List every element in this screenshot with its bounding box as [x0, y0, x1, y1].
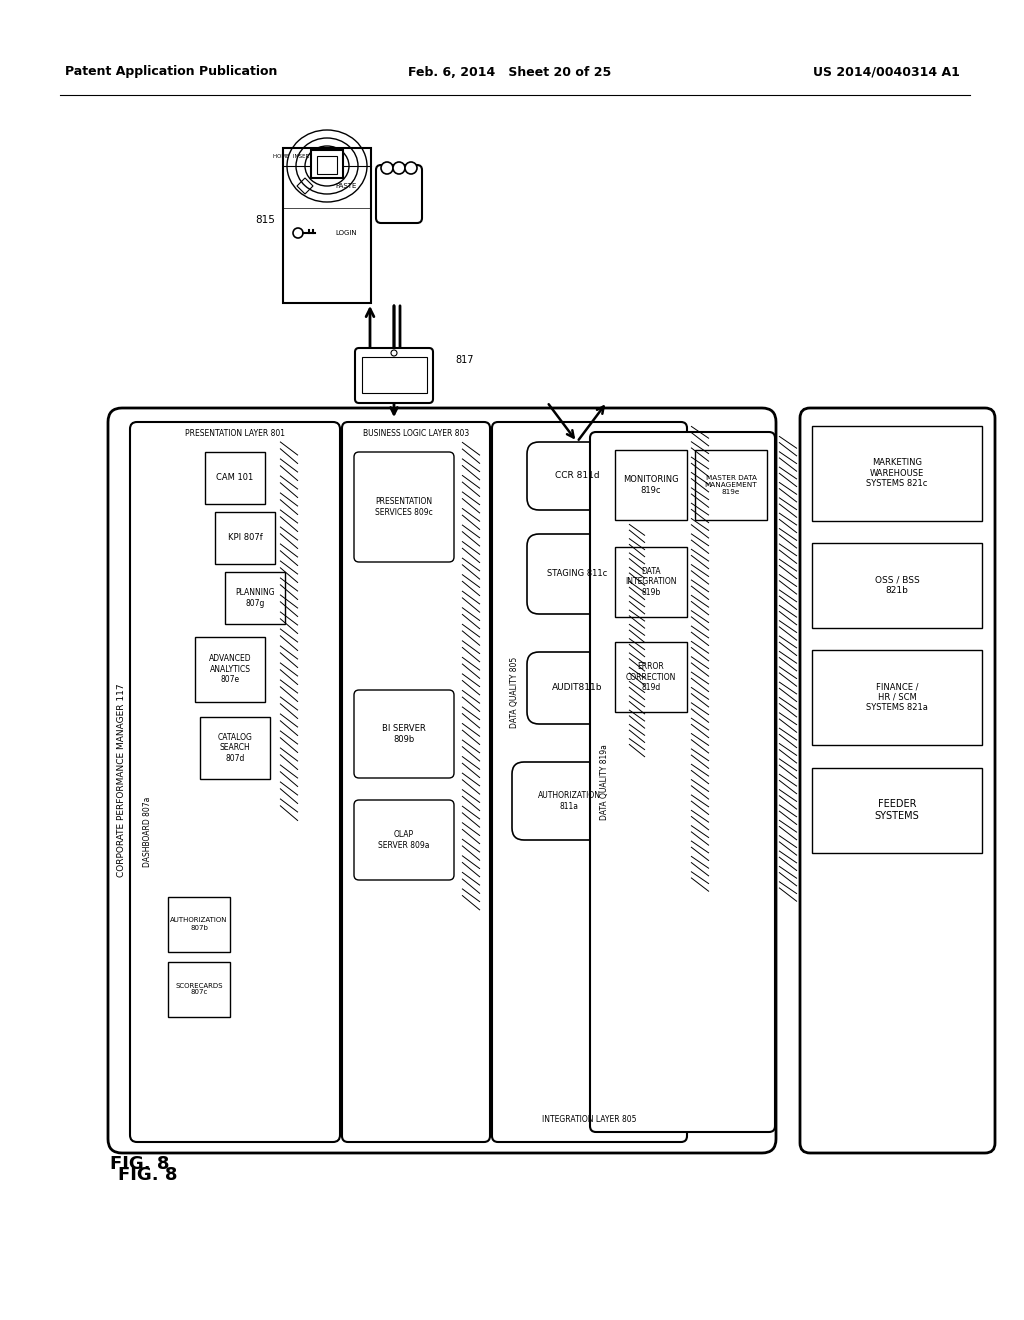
- Text: DATA
INTEGRATION
819b: DATA INTEGRATION 819b: [626, 568, 677, 597]
- Bar: [695, 450, 767, 520]
- Text: CATALOG
SEARCH
807d: CATALOG SEARCH 807d: [217, 733, 253, 763]
- Text: ADVANCED
ANALYTICS
807e: ADVANCED ANALYTICS 807e: [209, 655, 251, 684]
- Text: INTEGRATION LAYER 805: INTEGRATION LAYER 805: [542, 1115, 636, 1125]
- Text: Feb. 6, 2014   Sheet 20 of 25: Feb. 6, 2014 Sheet 20 of 25: [409, 66, 611, 78]
- Circle shape: [391, 350, 397, 356]
- Text: ERROR
CORRECTION
819d: ERROR CORRECTION 819d: [626, 663, 676, 692]
- Bar: [812, 426, 982, 521]
- Text: OSS / BSS
821b: OSS / BSS 821b: [874, 576, 920, 595]
- Text: KPI 807f: KPI 807f: [227, 533, 262, 543]
- Text: CCR 811d: CCR 811d: [555, 471, 599, 480]
- Circle shape: [293, 228, 303, 238]
- FancyBboxPatch shape: [590, 432, 775, 1133]
- Bar: [812, 649, 982, 744]
- Text: CORPORATE PERFORMANCE MANAGER 117: CORPORATE PERFORMANCE MANAGER 117: [117, 684, 126, 876]
- Bar: [362, 356, 427, 393]
- Text: HOME  INSERT  DESIGN: HOME INSERT DESIGN: [273, 154, 337, 160]
- Text: DATA QUALITY 819a: DATA QUALITY 819a: [599, 744, 608, 820]
- Circle shape: [381, 162, 393, 174]
- Text: MASTER DATA
MANAGEMENT
819e: MASTER DATA MANAGEMENT 819e: [705, 475, 758, 495]
- FancyBboxPatch shape: [354, 690, 454, 777]
- Text: FIG. 8: FIG. 8: [110, 1155, 170, 1173]
- Bar: [200, 717, 270, 779]
- FancyBboxPatch shape: [354, 800, 454, 880]
- Text: MONITORING
819c: MONITORING 819c: [624, 475, 679, 495]
- FancyBboxPatch shape: [800, 408, 995, 1152]
- Text: OLAP
SERVER 809a: OLAP SERVER 809a: [378, 830, 430, 850]
- Bar: [215, 512, 275, 564]
- Text: DASHBOARD 807a: DASHBOARD 807a: [143, 797, 153, 867]
- Bar: [311, 150, 343, 178]
- FancyBboxPatch shape: [108, 408, 776, 1152]
- Text: CAM 101: CAM 101: [216, 474, 254, 483]
- Text: FEEDER
SYSTEMS: FEEDER SYSTEMS: [874, 799, 920, 821]
- Bar: [615, 546, 687, 616]
- Text: FINANCE /
HR / SCM
SYSTEMS 821a: FINANCE / HR / SCM SYSTEMS 821a: [866, 682, 928, 711]
- Text: DATA QUALITY 805: DATA QUALITY 805: [510, 656, 518, 727]
- Bar: [615, 642, 687, 711]
- FancyBboxPatch shape: [130, 422, 340, 1142]
- Text: AUDIT811b: AUDIT811b: [552, 684, 602, 693]
- FancyBboxPatch shape: [512, 762, 627, 840]
- Text: PLANNING
807g: PLANNING 807g: [236, 589, 274, 607]
- Bar: [225, 572, 285, 624]
- Bar: [615, 450, 687, 520]
- Text: Patent Application Publication: Patent Application Publication: [65, 66, 278, 78]
- Text: LOGIN: LOGIN: [336, 230, 357, 236]
- Bar: [812, 543, 982, 628]
- FancyBboxPatch shape: [355, 348, 433, 403]
- FancyBboxPatch shape: [527, 652, 627, 723]
- Bar: [317, 156, 337, 174]
- Bar: [205, 451, 265, 504]
- Bar: [168, 898, 230, 952]
- Text: FIG. 8: FIG. 8: [118, 1166, 177, 1184]
- Bar: [812, 768, 982, 853]
- Text: BI SERVER
809b: BI SERVER 809b: [382, 725, 426, 743]
- FancyBboxPatch shape: [376, 165, 422, 223]
- Circle shape: [406, 162, 417, 174]
- FancyBboxPatch shape: [492, 422, 687, 1142]
- FancyBboxPatch shape: [342, 422, 490, 1142]
- Text: AUTHORIZATION
811a: AUTHORIZATION 811a: [538, 791, 600, 810]
- Text: STAGING 811c: STAGING 811c: [547, 569, 607, 578]
- Text: US 2014/0040314 A1: US 2014/0040314 A1: [813, 66, 961, 78]
- Text: 815: 815: [255, 215, 275, 224]
- Text: AUTHORIZATION
807b: AUTHORIZATION 807b: [170, 917, 227, 931]
- Text: SCORECARDS
807c: SCORECARDS 807c: [175, 982, 223, 995]
- Text: PRESENTATION LAYER 801: PRESENTATION LAYER 801: [185, 429, 285, 438]
- Circle shape: [393, 162, 406, 174]
- Bar: [195, 638, 265, 702]
- Text: MARKETING
WAREHOUSE
SYSTEMS 821c: MARKETING WAREHOUSE SYSTEMS 821c: [866, 458, 928, 488]
- Bar: [283, 148, 371, 304]
- Text: PASTE: PASTE: [336, 183, 357, 189]
- Text: BUSINESS LOGIC LAYER 803: BUSINESS LOGIC LAYER 803: [362, 429, 469, 438]
- Bar: [168, 962, 230, 1016]
- Text: PRESENTATION
SERVICES 809c: PRESENTATION SERVICES 809c: [375, 498, 433, 516]
- FancyBboxPatch shape: [527, 442, 627, 510]
- FancyBboxPatch shape: [527, 535, 627, 614]
- Text: 817: 817: [455, 355, 473, 366]
- FancyBboxPatch shape: [354, 451, 454, 562]
